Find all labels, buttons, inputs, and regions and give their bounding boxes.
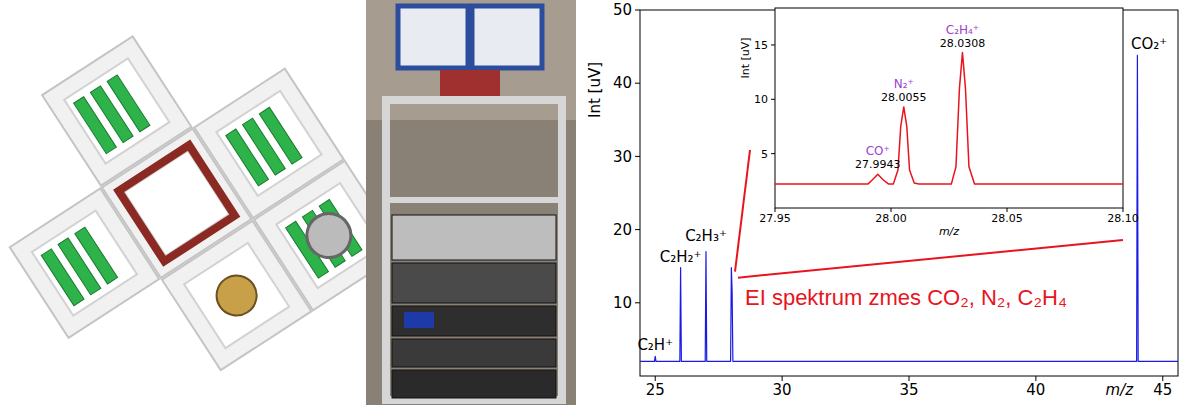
y-tick (771, 153, 775, 154)
vacuum-chamber (398, 6, 468, 68)
x-tick-label: 25 (646, 381, 665, 399)
rack-instrument (392, 306, 556, 336)
rack-photo-background (366, 0, 576, 405)
rack-instrument (392, 263, 556, 303)
peak-label: CO₂⁺ (1131, 35, 1167, 53)
instrument-render (0, 0, 404, 405)
display (404, 312, 434, 328)
peak-mz-label: 28.0055 (881, 91, 927, 104)
cube-window (64, 58, 169, 163)
y-tick (771, 44, 775, 45)
y-tick-label: 50 (613, 1, 632, 19)
y-tick-label: 10 (613, 294, 632, 312)
x-tick (1123, 208, 1124, 212)
chart-0: 25 30 35 40 45 10 20 30 40 50 m/z Int [uV] C₂H⁺ C₂H₂⁺… (586, 1, 1178, 399)
annotation: EI spektrum zmes CO₂, N₂, C₂H₄ (745, 285, 1067, 310)
rack-instrument (392, 215, 556, 260)
y-tick (771, 99, 775, 100)
detector (298, 205, 359, 266)
chart-1: 27.95 28.00 28.05 28.10 5 10 15 m/z Int [uV] 27.9… (739, 8, 1139, 238)
x-axis-title: m/z (939, 225, 959, 238)
y-tick-label: 40 (613, 74, 632, 92)
plot-background (775, 8, 1123, 208)
x-tick-label: 30 (773, 381, 792, 399)
cube-window (184, 243, 289, 348)
rack-frame (386, 100, 562, 400)
x-tick (1007, 208, 1008, 212)
illustrations (0, 0, 576, 405)
y-tick-label: 15 (754, 39, 768, 52)
zoom-line (738, 240, 1123, 278)
cube-window (216, 91, 321, 196)
y-axis-title: Int [uV] (586, 62, 604, 118)
x-tick (782, 376, 783, 381)
spectrum-line (775, 53, 1123, 185)
circuit-board (107, 75, 150, 132)
x-tick-label: 28.00 (875, 212, 907, 225)
peak-label: C₂H⁺ (637, 336, 673, 354)
cube-window (276, 183, 381, 288)
peak-label: C₂H₃⁺ (685, 227, 727, 245)
x-tick-label: 28.10 (1107, 212, 1139, 225)
flange (440, 70, 500, 100)
y-tick-label: 30 (613, 148, 632, 166)
x-tick (1035, 376, 1036, 381)
x-tick (891, 208, 892, 212)
rack-rail (386, 197, 562, 203)
y-tick (635, 10, 640, 11)
x-tick-label: 27.95 (759, 212, 791, 225)
peak-label: C₂H₂⁺ (660, 248, 702, 266)
ion-source (209, 268, 264, 323)
y-tick (635, 229, 640, 230)
circuit-board (259, 107, 302, 164)
y-tick (635, 302, 640, 303)
series-group (775, 53, 1123, 185)
cube-window (124, 151, 229, 256)
x-tick-label: 28.05 (991, 212, 1023, 225)
plot-frame (775, 8, 1123, 208)
peak-label: N₂⁺ (894, 77, 914, 91)
magnet-coil (119, 145, 235, 261)
vacuum-chamber (472, 6, 542, 68)
y-tick (635, 156, 640, 157)
y-tick-label: 10 (754, 93, 768, 106)
rack-instrument (392, 370, 556, 398)
x-tick-label: 40 (1026, 381, 1045, 399)
x-tick (909, 376, 910, 381)
y-axis-title: Int [uV] (739, 37, 752, 78)
peak-label: C₂H₄⁺ (946, 23, 979, 37)
rack-instrument (392, 339, 556, 367)
y-tick-label: 5 (761, 148, 768, 161)
x-tick (1162, 376, 1163, 381)
peak-mz-label: 28.0308 (940, 37, 986, 50)
y-tick-label: 20 (613, 221, 632, 239)
x-tick-label: 35 (899, 381, 918, 399)
y-tick (635, 83, 640, 84)
x-tick (655, 376, 656, 381)
x-axis-title: m/z (1106, 381, 1135, 399)
peak-mz-label: 27.9943 (855, 158, 901, 171)
circuit-board (75, 227, 118, 284)
peak-label: CO⁺ (866, 144, 890, 158)
cube-frame (42, 36, 191, 185)
zoom-line (735, 150, 750, 272)
page: 25 30 35 40 45 10 20 30 40 50 m/z Int [uV] C₂H⁺ C₂H₂⁺… (0, 0, 1192, 405)
x-tick-label: 45 (1153, 381, 1172, 399)
cube-window (32, 211, 137, 316)
x-tick (775, 208, 776, 212)
